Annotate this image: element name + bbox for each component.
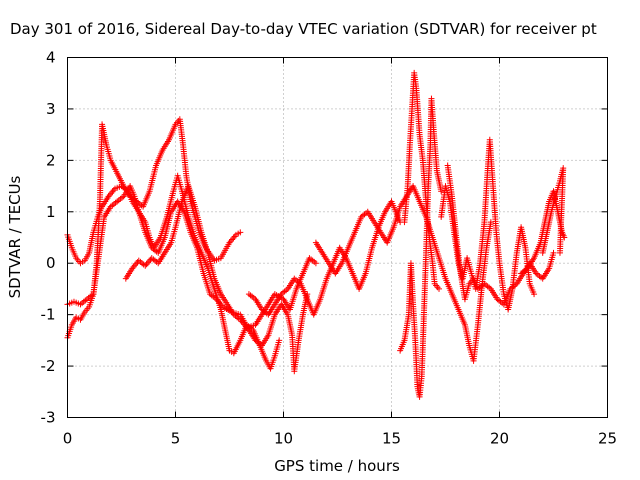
series-trace-h [397, 95, 445, 400]
data-point [531, 291, 538, 298]
series-trace-g [401, 69, 443, 292]
y-axis: -3 -2 -1 0 1 2 3 4 [41, 49, 608, 427]
data-point [237, 229, 244, 236]
y-tick-label: 4 [46, 49, 56, 67]
data-point [487, 219, 494, 226]
data-point [276, 337, 283, 344]
series-trace-d [122, 183, 319, 331]
data-point [550, 249, 557, 256]
x-axis: 0 5 10 15 20 25 [63, 57, 617, 448]
y-tick-label: -2 [41, 357, 56, 375]
x-tick-label: 0 [63, 430, 73, 448]
x-tick-label: 10 [274, 430, 293, 448]
plot-frame [67, 57, 608, 418]
data-point [438, 188, 445, 195]
y-tick-label: 3 [46, 100, 56, 118]
x-tick-label: 5 [171, 430, 181, 448]
series-trace-b [64, 116, 244, 341]
y-tick-label: 1 [46, 203, 56, 221]
series-trace-i [438, 136, 538, 313]
x-tick-label: 15 [382, 430, 401, 448]
y-tick-label: 0 [46, 254, 56, 272]
x-tick-label: 20 [490, 430, 509, 448]
grid-lines [67, 57, 608, 418]
chart-title: Day 301 of 2016, Sidereal Day-to-day VTE… [10, 20, 597, 38]
y-axis-label: SDTVAR / TECUs [6, 175, 24, 298]
y-tick-label: -1 [41, 306, 56, 324]
x-axis-label: GPS time / hours [274, 457, 400, 475]
series-trace-l [539, 165, 567, 256]
data-point [436, 285, 443, 292]
data-point [312, 260, 319, 267]
y-tick-label: 2 [46, 151, 56, 169]
series-trace-c [64, 183, 311, 375]
x-tick-label: 25 [598, 430, 617, 448]
y-tick-label: -3 [41, 409, 56, 427]
data-points [64, 69, 568, 400]
series-trace-f [312, 183, 494, 364]
data-point [556, 249, 563, 256]
